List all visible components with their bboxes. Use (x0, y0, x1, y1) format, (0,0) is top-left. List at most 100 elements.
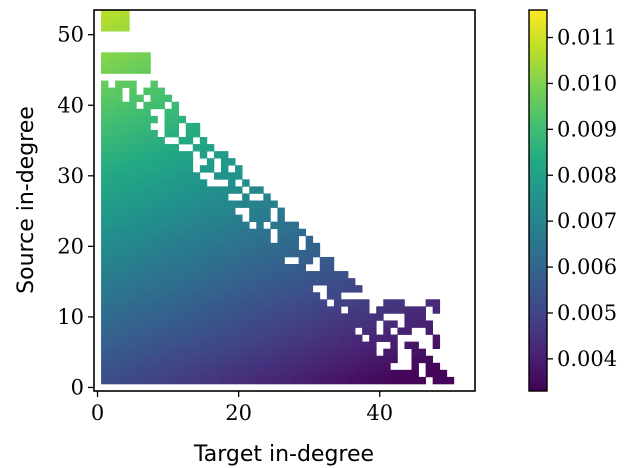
heatmap-cell (157, 306, 165, 314)
heatmap-cell (235, 172, 243, 180)
heatmap-cell (171, 122, 180, 131)
heatmap-cell (122, 137, 130, 145)
heatmap-cell (312, 299, 321, 307)
heatmap-cell (242, 242, 250, 251)
heatmap-cell (143, 186, 151, 194)
heatmap-cell (242, 271, 250, 279)
heatmap-cell (150, 285, 158, 293)
heatmap-cell (249, 228, 257, 237)
heatmap-cell (115, 129, 123, 138)
heatmap-cell (199, 299, 208, 307)
heatmap-cell (108, 108, 116, 117)
heatmap-cell (171, 285, 180, 293)
heatmap-cell (221, 334, 229, 342)
heatmap-cell (333, 313, 342, 321)
heatmap-cell (185, 158, 194, 166)
heatmap-cell (312, 242, 321, 251)
heatmap-cell (164, 207, 172, 215)
heatmap-cell (150, 80, 158, 88)
heatmap-cell (333, 348, 342, 357)
heatmap-cell (298, 306, 307, 314)
heatmap-cell (108, 221, 116, 230)
heatmap-cell (108, 144, 116, 152)
heatmap-cell (178, 292, 187, 300)
heatmap-cell (192, 228, 201, 237)
heatmap-cell (143, 158, 151, 166)
heatmap-cell (101, 235, 109, 244)
heatmap-cell (199, 355, 208, 364)
heatmap-cell (305, 376, 314, 385)
heatmap-cell (101, 256, 109, 265)
heatmap-cell (171, 101, 180, 110)
heatmap-cell (136, 313, 144, 321)
heatmap-cell (101, 193, 109, 201)
heatmap-cell (213, 334, 222, 342)
heatmap-cell (192, 299, 201, 307)
heatmap-cell (390, 355, 398, 364)
heatmap-cell (150, 193, 158, 201)
heatmap-cell (178, 228, 187, 237)
heatmap-cell (171, 242, 180, 251)
heatmap-cell (326, 292, 335, 300)
heatmap-cell (171, 221, 180, 230)
heatmap-cell (312, 348, 321, 357)
heatmap-cell (129, 327, 137, 335)
heatmap-cell (108, 228, 116, 237)
heatmap-cell (355, 320, 363, 328)
heatmap-cell (432, 306, 441, 314)
heatmap-cell (108, 129, 116, 138)
heatmap-cell (115, 193, 123, 201)
heatmap-cell (150, 355, 158, 364)
heatmap-cell (242, 193, 250, 201)
heatmap-cell (178, 256, 187, 265)
heatmap-cell (115, 256, 123, 265)
heatmap-cell (122, 285, 130, 293)
heatmap-cell (115, 348, 123, 357)
heatmap-cell (122, 235, 130, 244)
heatmap-cell (291, 228, 299, 237)
heatmap-cell (228, 256, 236, 265)
heatmap-cell (221, 214, 229, 223)
heatmap-cell (108, 59, 116, 67)
heatmap-cell (228, 221, 236, 230)
heatmap-cell (235, 334, 243, 342)
heatmap-cell (115, 320, 123, 328)
heatmap-cell (185, 306, 194, 314)
heatmap-cell (115, 80, 123, 88)
heatmap-cell (221, 249, 229, 258)
heatmap-cell (129, 186, 137, 194)
heatmap-cell (101, 115, 109, 124)
heatmap-cell (305, 235, 314, 244)
heatmap-cell (185, 221, 194, 230)
heatmap-cell (108, 362, 116, 371)
heatmap-cell (157, 144, 165, 152)
heatmap-cell (362, 369, 370, 378)
heatmap-cell (199, 271, 208, 279)
heatmap-cell (178, 193, 187, 201)
heatmap-cell (143, 235, 151, 244)
heatmap-cell (249, 341, 257, 350)
heatmap-cell (199, 179, 208, 187)
heatmap-cell (108, 320, 116, 328)
heatmap-cell (115, 327, 123, 335)
heatmap-cell (319, 320, 328, 328)
heatmap-cell (206, 256, 215, 265)
heatmap-cell (164, 165, 172, 173)
heatmap-cell (164, 179, 172, 187)
heatmap-cell (284, 292, 292, 300)
heatmap-cell (277, 271, 285, 279)
heatmap-cell (249, 256, 257, 265)
heatmap-cell (150, 271, 158, 279)
heatmap-cell (136, 66, 144, 74)
heatmap-cell (101, 137, 109, 145)
heatmap-cell (199, 137, 208, 145)
heatmap-cell (143, 101, 151, 110)
heatmap-cell (221, 299, 229, 307)
heatmap-cell (143, 179, 151, 187)
heatmap-cell (383, 348, 391, 357)
heatmap-cell (221, 292, 229, 300)
heatmap-cell (242, 320, 250, 328)
heatmap-cell (164, 129, 172, 138)
heatmap-cell (263, 313, 271, 321)
heatmap-cell (122, 122, 130, 131)
